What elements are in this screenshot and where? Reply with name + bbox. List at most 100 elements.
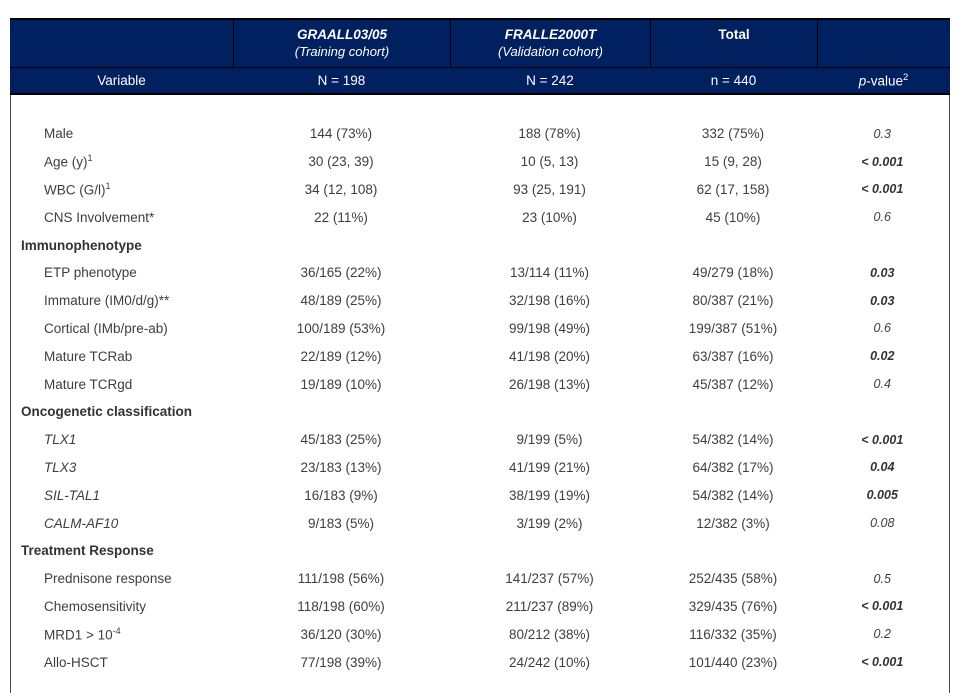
- cell-pvalue: 0.5: [873, 571, 891, 586]
- cell-total: 45/387 (12%): [692, 376, 774, 392]
- row-label: Allo-HSCT: [11, 655, 233, 670]
- row-label-text: MRD1 > 10: [44, 627, 113, 643]
- cell-total: 49/279 (18%): [692, 265, 774, 281]
- section-label: Treatment Response: [11, 543, 948, 558]
- cell-total: 80/387 (21%): [692, 293, 774, 309]
- row-label: Chemosensitivity: [11, 599, 233, 614]
- cell-validation: 99/198 (49%): [508, 320, 591, 336]
- data-row: Mature TCRab 22/189 (12%) 41/198 (20%) 63/3…: [11, 342, 949, 370]
- row-label: WBC (G/l)1: [11, 181, 233, 198]
- cell-validation: 24/242 (10%): [508, 654, 591, 670]
- cell-total: 63/387 (16%): [692, 348, 774, 364]
- cell-validation: 93 (25, 191): [513, 181, 586, 197]
- cell-validation: 41/198 (20%): [508, 348, 591, 364]
- table-header-groups: GRAALL03/05 (Training cohort) FRALLE2000…: [10, 18, 950, 68]
- data-row: Age (y)1 30 (23, 39) 10 (5, 13) 15 (9, 28) <…: [11, 148, 949, 176]
- data-row: TLX1 45/183 (25%) 9/199 (5%) 54/382 (14%) < …: [11, 426, 949, 454]
- data-row: Immature (IM0/d/g)** 48/189 (25%) 32/198 (…: [11, 287, 949, 315]
- row-label-text: Immunophenotype: [21, 237, 142, 253]
- row-label-text: Age (y): [44, 154, 88, 170]
- total-n-header: n = 440: [710, 73, 757, 88]
- cohort-characteristics-table: GRAALL03/05 (Training cohort) FRALLE2000…: [10, 18, 950, 693]
- data-row: SIL-TAL1 16/183 (9%) 38/199 (19%) 54/382 (1…: [11, 481, 949, 509]
- row-label: SIL-TAL1: [11, 488, 233, 503]
- cell-validation: 80/212 (38%): [508, 626, 591, 642]
- cell-total: 252/435 (58%): [688, 571, 778, 587]
- cell-total: 54/382 (14%): [692, 487, 774, 503]
- data-row: CALM-AF10 9/183 (5%) 3/199 (2%) 12/382 (3%)…: [11, 509, 949, 537]
- cell-pvalue: 0.6: [873, 321, 891, 336]
- row-label: Cortical (IMb/pre-ab): [11, 321, 233, 336]
- row-label: ETP phenotype: [11, 265, 233, 280]
- row-label-text: WBC (G/l): [44, 182, 106, 198]
- row-label-text: Mature TCRab: [44, 348, 133, 364]
- cell-validation: 32/198 (16%): [508, 293, 591, 309]
- row-label: MRD1 > 10-4: [11, 626, 233, 643]
- data-row: CNS Involvement* 22 (11%) 23 (10%) 45 (10%)…: [11, 203, 949, 231]
- cell-validation: 141/237 (57%): [505, 571, 594, 587]
- cell-total: 45 (10%): [705, 209, 761, 225]
- data-row: MRD1 > 10-4 36/120 (30%) 80/212 (38%) 116/3…: [11, 620, 949, 648]
- pvalue-column-header: p-value2: [817, 72, 950, 89]
- row-label-superscript: 1: [87, 153, 93, 164]
- cell-training: 77/198 (39%): [300, 654, 382, 670]
- cell-total: 15 (9, 28): [704, 154, 762, 170]
- table-body: Male 144 (73%) 188 (78%) 332 (75%) 0.3 Age (y…: [10, 95, 950, 693]
- training-cohort-subtitle: (Training cohort): [294, 44, 390, 59]
- header-cell-pvalue-spacer: [817, 20, 950, 67]
- cell-total: 332 (75%): [701, 126, 765, 142]
- cell-training: 22 (11%): [314, 209, 368, 225]
- row-label-text: CNS Involvement*: [44, 209, 155, 225]
- data-row: Male 144 (73%) 188 (78%) 332 (75%) 0.3: [11, 120, 949, 148]
- cell-total: 12/382 (3%): [696, 515, 770, 531]
- row-label: Male: [11, 126, 233, 141]
- header-cell-total: Total: [650, 20, 817, 67]
- data-row: WBC (G/l)1 34 (12, 108) 93 (25, 191) 62 (17…: [11, 176, 949, 204]
- cell-total: 62 (17, 158): [696, 181, 770, 197]
- data-row: TLX3 23/183 (13%) 41/199 (21%) 64/382 (17%)…: [11, 454, 949, 482]
- cell-pvalue: < 0.001: [861, 154, 904, 169]
- table-header-counts: Variable N = 198 N = 242 n = 440 p-value…: [10, 68, 950, 95]
- cell-total: 54/382 (14%): [692, 432, 774, 448]
- data-row: Mature TCRgd 19/189 (10%) 26/198 (13%) 45/3…: [11, 370, 949, 398]
- cell-validation: 38/199 (19%): [508, 487, 591, 503]
- cell-training: 23/183 (13%): [300, 459, 382, 475]
- variable-column-header: Variable: [97, 73, 146, 88]
- cell-training: 34 (12, 108): [304, 181, 378, 197]
- cell-training: 118/198 (60%): [297, 598, 385, 614]
- validation-n-header: N = 242: [526, 73, 574, 88]
- row-label-text: Treatment Response: [21, 543, 154, 559]
- cell-training: 36/120 (30%): [300, 626, 382, 642]
- cell-total: 101/440 (23%): [688, 654, 778, 670]
- cell-validation: 9/199 (5%): [516, 432, 583, 448]
- cell-pvalue: 0.6: [873, 210, 891, 225]
- training-n-header: N = 198: [317, 73, 366, 88]
- cell-training: 45/183 (25%): [300, 432, 382, 448]
- section-header-row: Oncogenetic classification: [11, 398, 949, 426]
- cell-pvalue: 0.3: [873, 126, 891, 141]
- row-label-text: Prednisone response: [44, 571, 172, 587]
- validation-cohort-title: FRALLE2000T: [504, 27, 597, 42]
- row-label-superscript: -4: [112, 625, 121, 636]
- cell-pvalue: 0.02: [870, 349, 895, 364]
- cell-validation: 188 (78%): [518, 126, 581, 142]
- row-label: Mature TCRgd: [11, 377, 233, 392]
- cell-training: 36/165 (22%): [300, 265, 382, 281]
- row-label-text: Cortical (IMb/pre-ab): [44, 320, 168, 336]
- pvalue-footnote-marker: 2: [903, 72, 909, 84]
- row-label: CNS Involvement*: [11, 210, 233, 225]
- cell-validation: 23 (10%): [522, 209, 577, 225]
- cell-validation: 10 (5, 13): [520, 154, 579, 170]
- cell-pvalue: < 0.001: [861, 599, 904, 614]
- cell-training: 48/189 (25%): [300, 293, 382, 309]
- pvalue-rest: -value: [866, 73, 903, 89]
- cell-training: 100/189 (53%): [296, 320, 386, 336]
- row-label-text: Oncogenetic classification: [21, 404, 193, 420]
- training-cohort-title: GRAALL03/05: [296, 27, 388, 42]
- cell-training: 22/189 (12%): [300, 348, 382, 364]
- cell-pvalue: < 0.001: [861, 182, 904, 197]
- data-row: ETP phenotype 36/165 (22%) 13/114 (11%) 49/…: [11, 259, 949, 287]
- cell-total: 329/435 (76%): [688, 598, 778, 614]
- row-label-text: TLX3: [44, 459, 77, 475]
